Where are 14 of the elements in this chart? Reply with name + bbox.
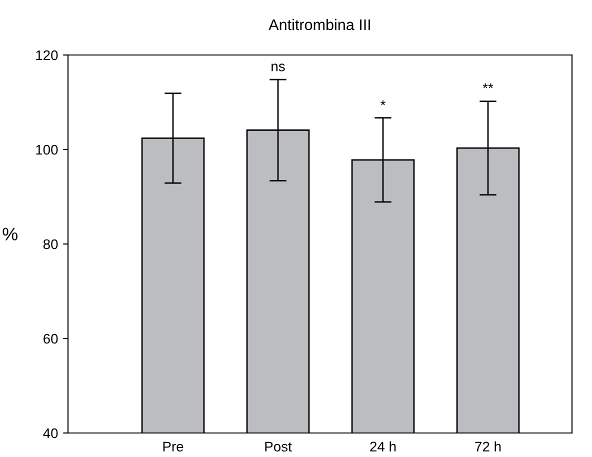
annotation: ** [482, 83, 494, 88]
annotation: ns [272, 64, 285, 72]
y-tick-label: 100 [36, 144, 58, 155]
y-axis-title: % [2, 228, 18, 240]
x-tick-label: Post [265, 442, 292, 452]
y-tick-label: 80 [43, 239, 58, 250]
x-tick-label: 24 h [370, 441, 396, 452]
y-tick-label: 120 [36, 50, 58, 60]
y-tick-label: 40 [43, 428, 58, 438]
x-tick-label: Pre [163, 442, 184, 452]
x-tick-label: 72 h [475, 441, 501, 452]
y-tick-label: 60 [44, 334, 58, 344]
chart-title: Antitrombina III [268, 18, 370, 30]
annotation: * [380, 100, 386, 106]
